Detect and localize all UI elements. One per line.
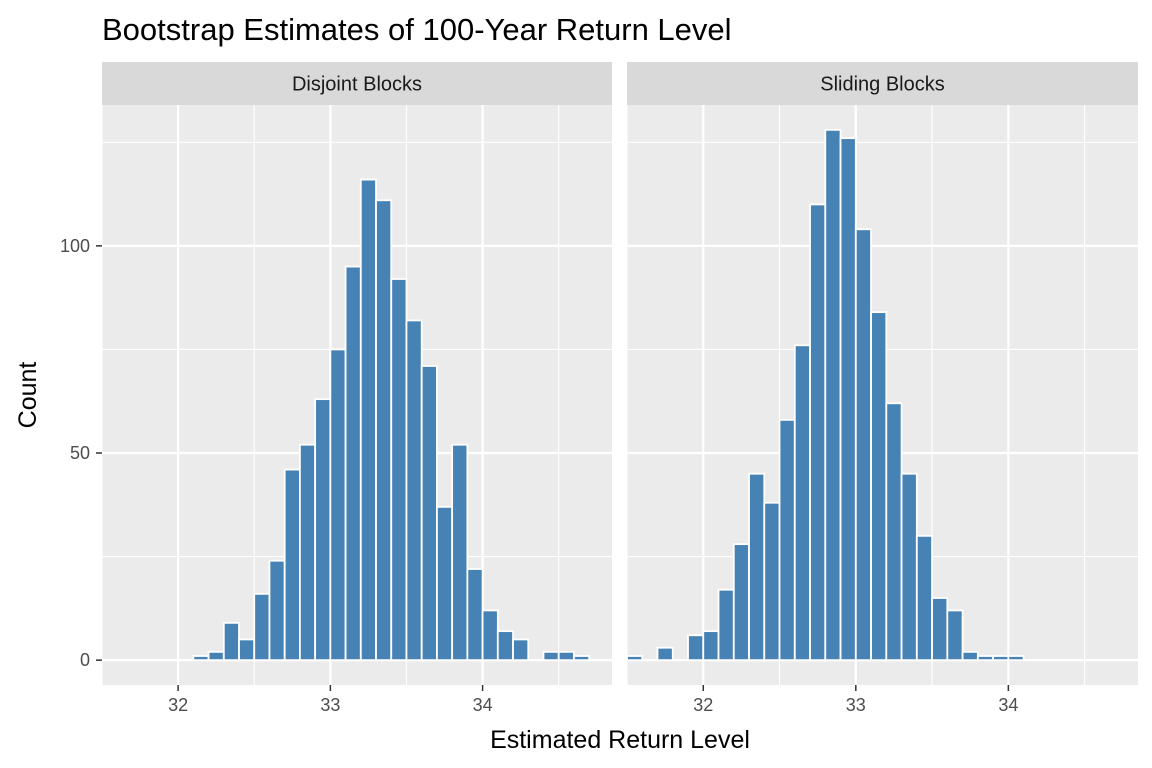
histogram-bar: [375, 199, 393, 662]
histogram-bar: [390, 278, 408, 662]
histogram-bar: [344, 265, 362, 662]
histogram-bar: [466, 568, 484, 662]
x-tick-label: 33: [320, 695, 340, 715]
histogram-bar: [405, 319, 423, 662]
histogram-bar: [793, 344, 811, 662]
y-axis-title: Count: [14, 362, 42, 429]
bars: [626, 128, 1025, 662]
histogram-bar: [687, 634, 705, 662]
histogram-bar: [915, 534, 933, 662]
histogram-bar: [299, 443, 317, 662]
y-tick-label: 0: [80, 650, 90, 670]
histogram-bar: [717, 588, 735, 662]
histogram-bar: [976, 655, 994, 662]
histogram-bar: [512, 638, 530, 662]
x-axis: 32 33 34: [693, 685, 1018, 715]
panels: Disjoint Blocks 32 33 34 0 50 100 Sliding Block…: [60, 62, 1138, 715]
panel-2: Sliding Blocks 32 33 34: [626, 62, 1138, 715]
histogram-bar: [542, 650, 560, 662]
histogram-bar: [763, 501, 781, 662]
histogram-bar: [268, 559, 286, 662]
histogram-bar: [854, 228, 872, 662]
histogram-bar: [885, 402, 903, 662]
histogram-bar: [870, 311, 888, 662]
histogram-bar: [839, 137, 857, 662]
x-axis: 32 33 34: [168, 685, 493, 715]
histogram-bar: [778, 418, 796, 662]
histogram-bar: [436, 505, 454, 662]
histogram-bar: [900, 472, 918, 662]
y-axis: 0 50 100: [60, 236, 102, 670]
x-tick-label: 32: [168, 695, 188, 715]
histogram-bar: [732, 543, 750, 662]
histogram-bar: [702, 630, 720, 662]
histogram-bar: [626, 655, 644, 662]
histogram-bar: [329, 348, 347, 662]
panel-1: Disjoint Blocks 32 33 34 0 50 100: [60, 62, 612, 715]
histogram-bar: [238, 638, 256, 662]
histogram-bar: [481, 609, 499, 662]
histogram-bar: [748, 472, 766, 662]
histogram-bar: [253, 592, 271, 662]
chart-title: Bootstrap Estimates of 100-Year Return L…: [102, 12, 732, 47]
histogram-bar: [283, 468, 301, 662]
histogram-bar: [557, 650, 575, 662]
histogram-bar: [824, 128, 842, 662]
x-tick-label: 34: [998, 695, 1018, 715]
histogram-bar: [359, 178, 377, 662]
histogram-bar: [1007, 655, 1025, 662]
x-axis-title: Estimated Return Level: [490, 726, 750, 754]
y-tick-label: 50: [70, 443, 90, 463]
histogram-bar: [961, 650, 979, 662]
histogram-bar: [809, 203, 827, 662]
histogram-bar: [314, 398, 332, 662]
histogram-bar: [992, 655, 1010, 662]
histogram-bar: [222, 621, 240, 662]
histogram-bar: [931, 597, 949, 662]
histogram-bar: [946, 609, 964, 662]
histogram-bar: [207, 650, 225, 662]
strip-label: Sliding Blocks: [820, 74, 945, 96]
x-tick-label: 32: [693, 695, 713, 715]
histogram-bar: [451, 443, 469, 662]
histogram-bar: [496, 630, 514, 662]
strip-label: Disjoint Blocks: [292, 74, 422, 96]
strip-background: [102, 62, 612, 105]
x-tick-label: 34: [473, 695, 493, 715]
x-tick-label: 33: [846, 695, 866, 715]
bars: [192, 178, 591, 662]
histogram-bar: [420, 365, 438, 662]
strip-background: [627, 62, 1138, 105]
histogram-bar: [192, 655, 210, 662]
y-tick-label: 100: [60, 236, 90, 256]
histogram-bar: [573, 655, 591, 662]
histogram-bar: [656, 646, 674, 662]
